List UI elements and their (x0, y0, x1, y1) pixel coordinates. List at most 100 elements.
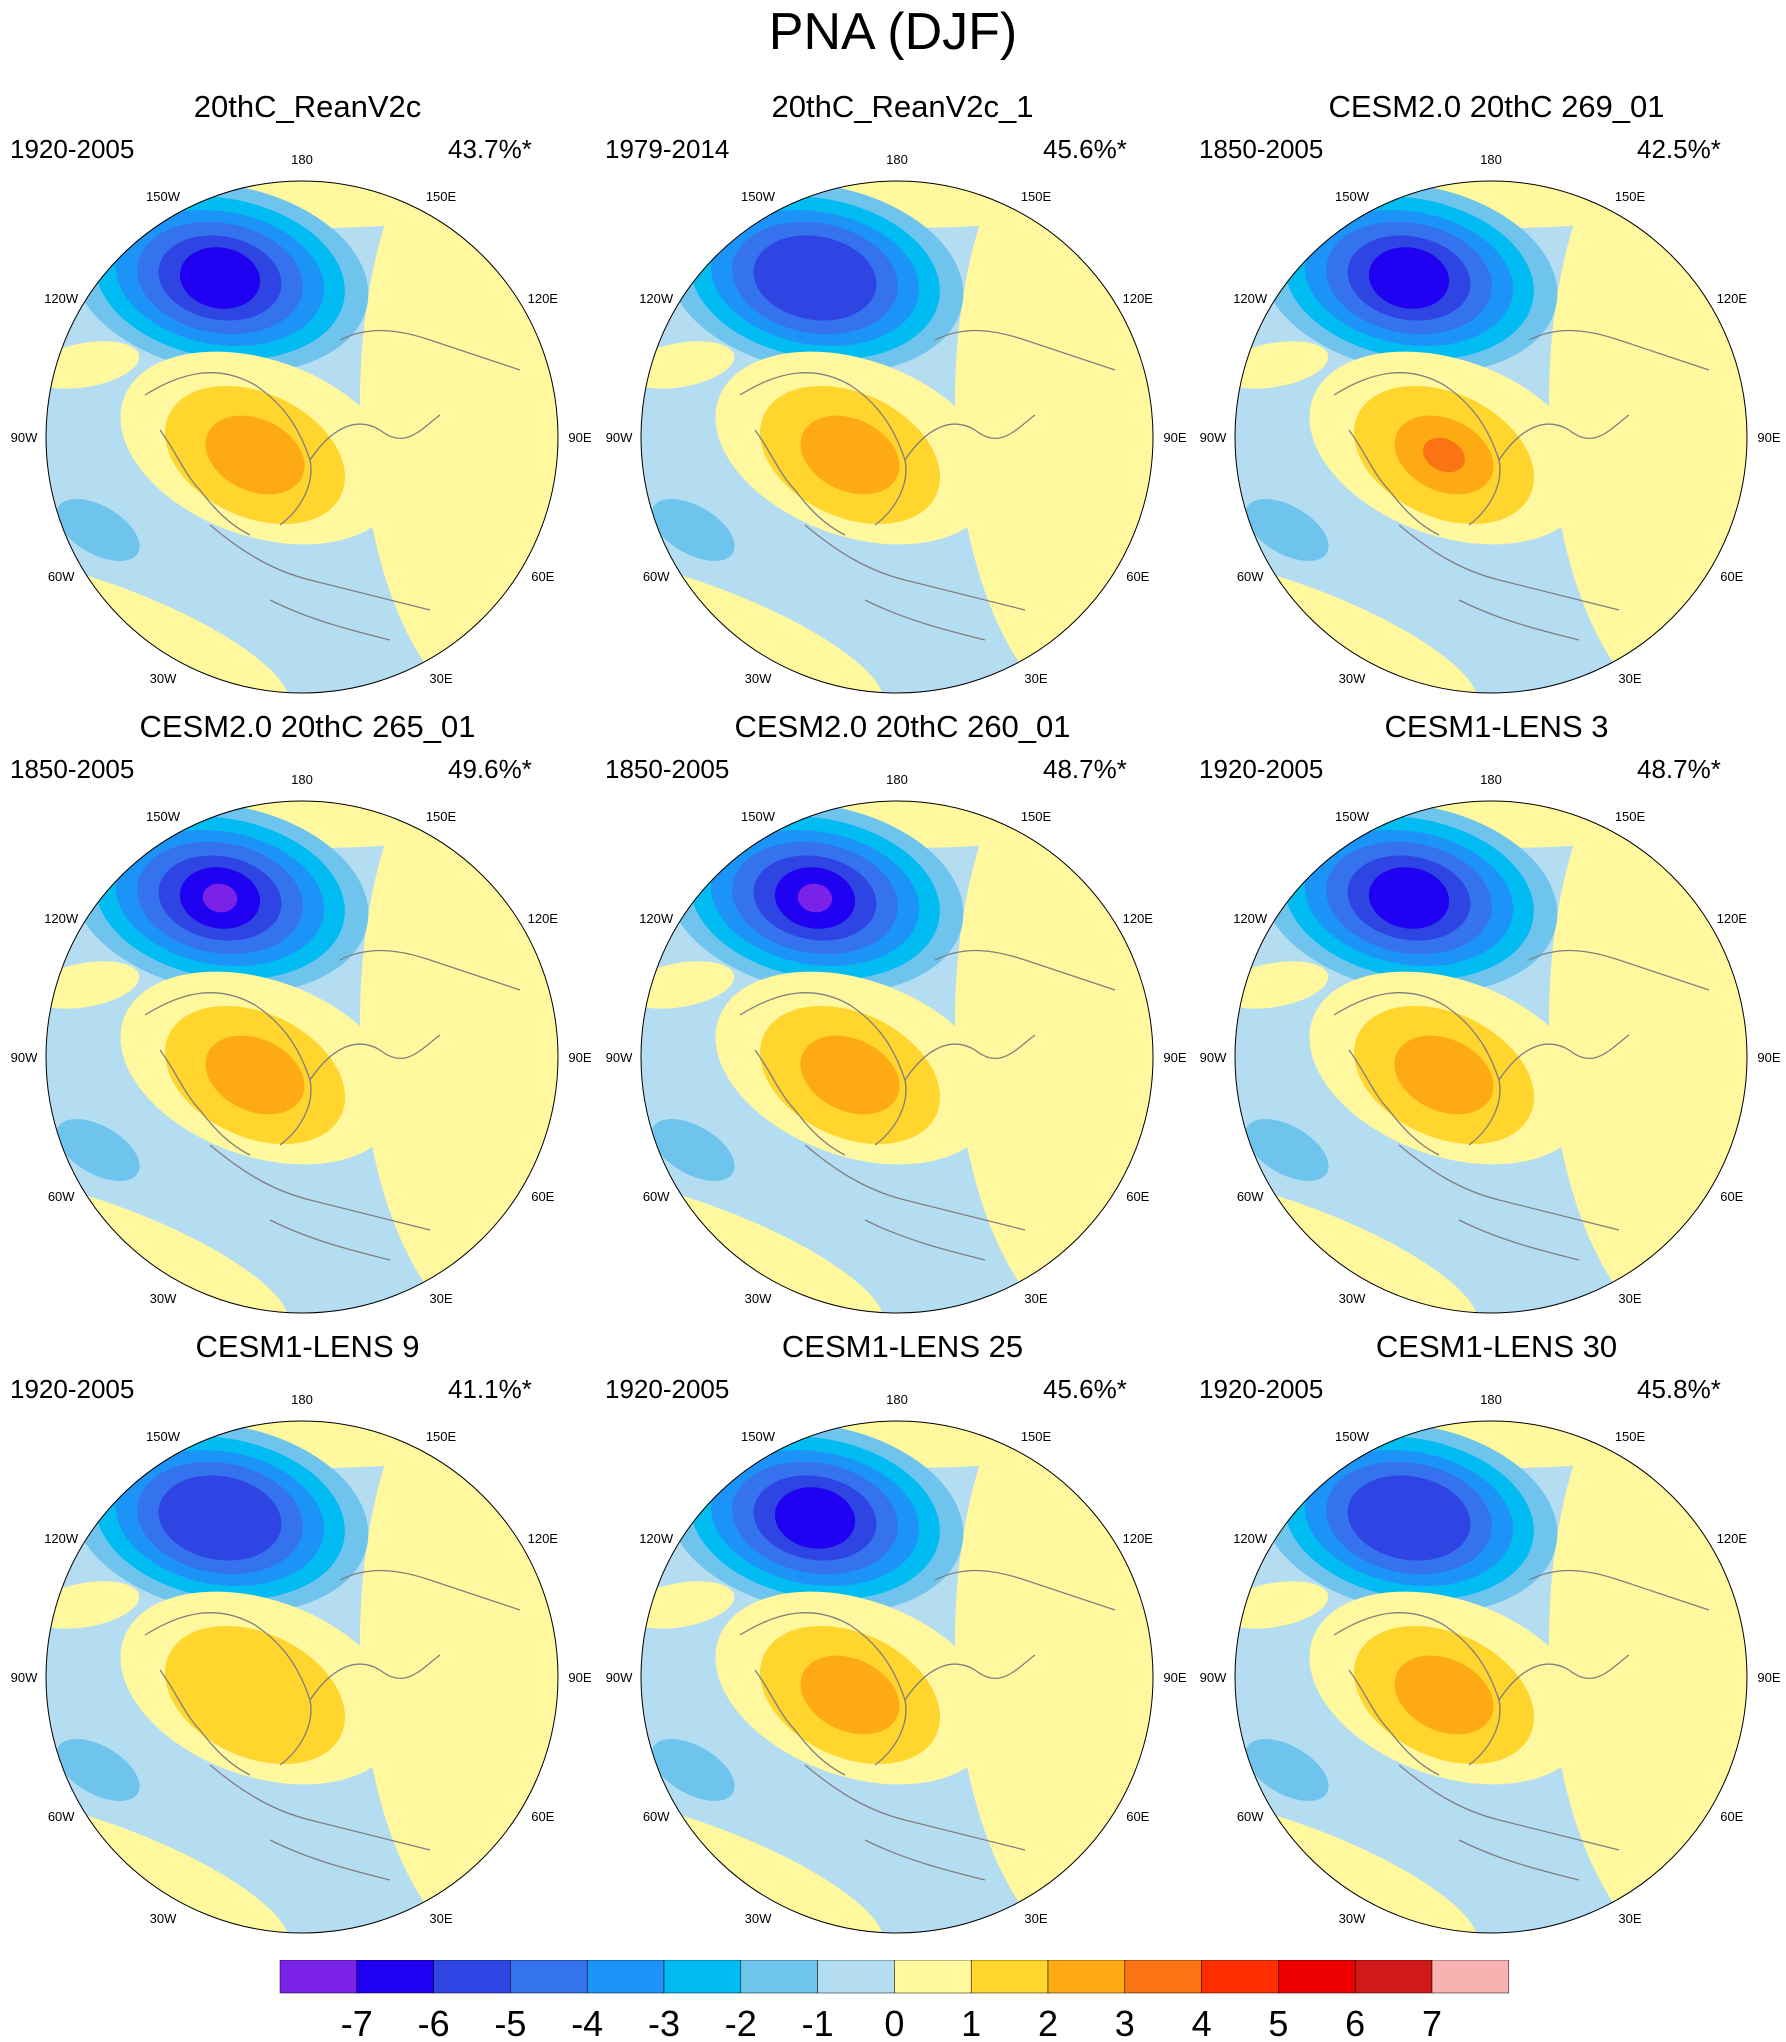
longitude-label: 30E (1024, 671, 1047, 686)
colorbar-label: 6 (1345, 2003, 1365, 2042)
coastline (159, 1669, 251, 1776)
colorbar-label: 2 (1038, 2003, 1058, 2042)
longitude-label: 150W (1335, 189, 1370, 204)
longitude-label: 120W (639, 291, 674, 306)
positive-center (800, 1035, 900, 1115)
panel-variance: 45.8%* (1637, 1374, 1721, 1404)
negative-atlantic (56, 1119, 140, 1181)
longitude-label: 30W (745, 1911, 772, 1926)
coastline (209, 1764, 431, 1851)
longitude-label: 120E (1123, 291, 1154, 306)
coastline (1528, 329, 1710, 371)
coastline (934, 949, 1116, 991)
map-panel: CESM1-LENS 9 1920-2005 41.1%* 180 150E 120E 90… (10, 1328, 605, 1948)
figure-title: PNA (DJF) (768, 3, 1018, 61)
coastline (904, 1654, 1036, 1701)
coastline (754, 1049, 846, 1156)
longitude-label: 90W (606, 430, 633, 445)
longitude-label: 90E (1757, 430, 1780, 445)
longitude-label: 60W (643, 1189, 670, 1204)
panel-variance: 41.1%* (448, 1374, 532, 1404)
panel-period: 1850-2005 (1199, 134, 1324, 164)
panel-variance: 48.7%* (1043, 754, 1127, 784)
longitude-label: 90E (1757, 1670, 1780, 1685)
longitude-label: 60E (1720, 569, 1743, 584)
longitude-label: 60E (1720, 1809, 1743, 1824)
negative-center (753, 235, 877, 321)
coastline (309, 1654, 441, 1701)
longitude-label: 120W (639, 911, 674, 926)
map-outline (1234, 800, 1748, 1314)
coastline (1458, 1839, 1580, 1881)
negative-center (774, 1487, 856, 1549)
coastline (1458, 1219, 1580, 1261)
longitude-label: 150E (1021, 809, 1052, 824)
longitude-label: 150E (1021, 1429, 1052, 1444)
polar-map: 180150E120E90E60E30E030W60W90W120W150W (606, 772, 1187, 1314)
longitude-label: 150W (1335, 1429, 1370, 1444)
colorbar-swatch (1278, 1960, 1356, 1994)
panel-variance: 49.6%* (448, 754, 532, 784)
panel-variance: 45.6%* (1043, 134, 1127, 164)
panel-period: 1920-2005 (1199, 1374, 1324, 1404)
longitude-label: 150W (741, 1429, 776, 1444)
positive-region-east (360, 181, 558, 693)
positive-center (205, 1035, 305, 1115)
longitude-label: 180 (886, 152, 908, 167)
longitude-label: 30E (1618, 1911, 1641, 1926)
panel-variance: 42.5%* (1637, 134, 1721, 164)
negative-atlantic (1245, 499, 1329, 561)
longitude-label: 60W (1237, 1189, 1264, 1204)
longitude-label: 90W (11, 1670, 38, 1685)
panel-title: CESM1-LENS 9 (195, 1329, 420, 1364)
positive-center (205, 415, 305, 495)
negative-center (202, 883, 238, 913)
coastline (1398, 524, 1620, 611)
coastline (804, 1144, 1026, 1231)
longitude-label: 120W (44, 291, 79, 306)
negative-atlantic (651, 1119, 735, 1181)
longitude-label: 60W (48, 569, 75, 584)
longitude-label: 90E (1163, 1670, 1186, 1685)
polar-map: 180150E120E90E60E30E030W60W90W120W150W (1200, 152, 1781, 694)
positive-region-east (360, 1421, 558, 1933)
longitude-label: 60E (531, 1809, 554, 1824)
positive-center (800, 1655, 900, 1735)
longitude-label: 150E (426, 189, 457, 204)
polar-map: 180150E120E90E60E30E030W60W90W120W150W (11, 152, 592, 694)
map-outline (640, 1420, 1154, 1934)
coastline (904, 1034, 1036, 1081)
map-outline (1234, 1420, 1748, 1934)
coastline (1348, 429, 1440, 536)
negative-center (1368, 867, 1450, 929)
coastline (804, 1764, 1026, 1851)
positive-center (1422, 437, 1466, 473)
panel-period: 1920-2005 (10, 1374, 135, 1404)
positive-region-east (955, 181, 1153, 693)
map-outline (1234, 180, 1748, 694)
coastline (1458, 599, 1580, 641)
longitude-label: 120E (1123, 1531, 1154, 1546)
longitude-label: 60W (48, 1809, 75, 1824)
longitude-label: 90W (11, 1050, 38, 1065)
map-panel: CESM1-LENS 25 1920-2005 45.6%* 180 150E 120E 9… (605, 1328, 1200, 1948)
longitude-label: 150E (426, 809, 457, 824)
longitude-label: 30E (1618, 1291, 1641, 1306)
panel-title: CESM2.0 20thC 265_01 (139, 709, 476, 744)
panel-period: 1920-2005 (10, 134, 135, 164)
map-outline (45, 1420, 559, 1934)
longitude-label: 120E (528, 911, 559, 926)
map-outline (45, 180, 559, 694)
colorbar-label: 4 (1192, 2003, 1212, 2042)
negative-atlantic (651, 1739, 735, 1801)
longitude-label: 90W (606, 1670, 633, 1685)
longitude-label: 90W (1200, 430, 1227, 445)
polar-map: 180150E120E90E60E30E030W60W90W120W150W (606, 152, 1187, 694)
colorbar-label: 3 (1115, 2003, 1135, 2042)
longitude-label: 60E (531, 569, 554, 584)
colorbar-swatch (586, 1960, 665, 1994)
panel-title: CESM2.0 20thC 269_01 (1328, 89, 1665, 124)
panel-title: CESM1-LENS 3 (1384, 709, 1609, 744)
longitude-label: 120E (1717, 1531, 1748, 1546)
colorbar-label: -7 (341, 2003, 373, 2042)
